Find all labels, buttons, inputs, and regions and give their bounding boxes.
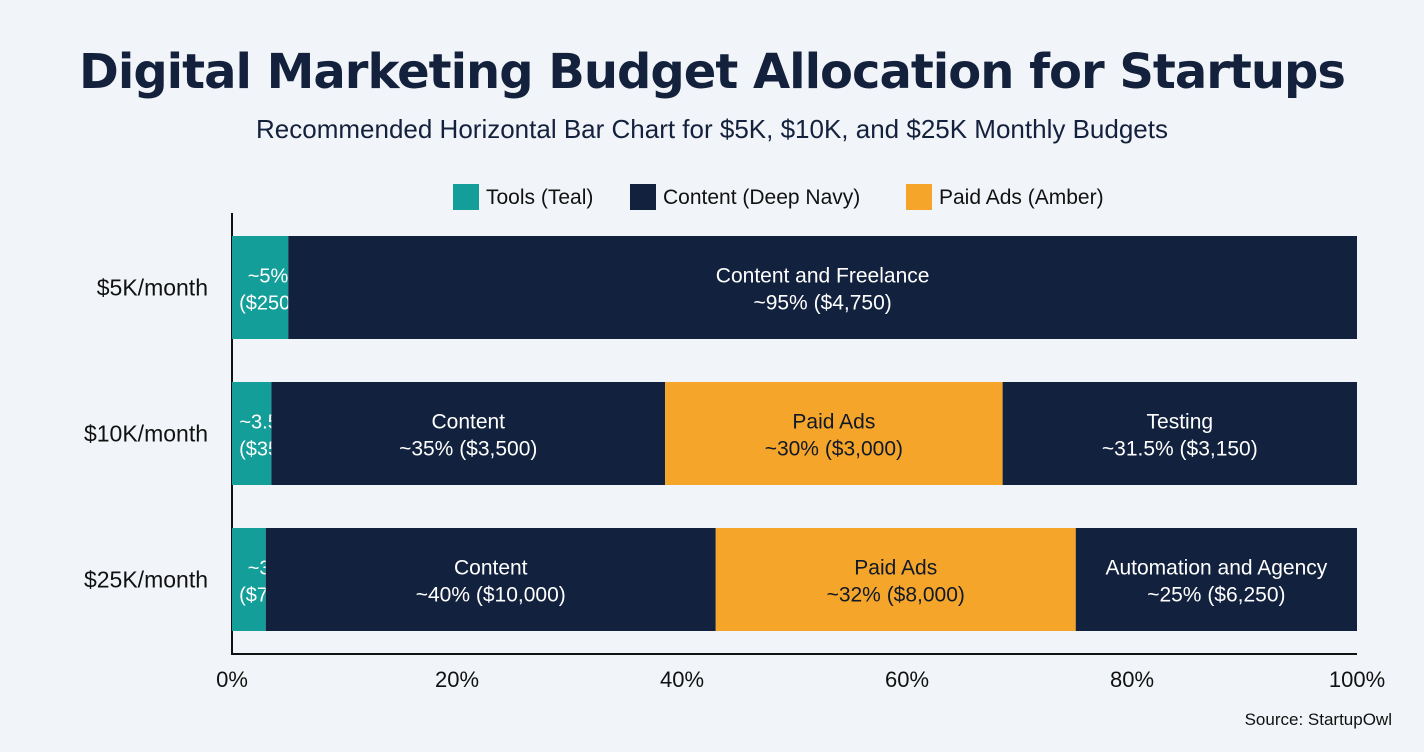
x-tick-label: 80% [1110,667,1154,692]
legend-label: Paid Ads (Amber) [939,186,1104,209]
bar-segment [1075,528,1357,631]
legend-label: Content (Deep Navy) [663,186,860,209]
data-label: Content [431,411,505,434]
bar-segment [265,528,716,631]
x-tick-label: 60% [885,667,929,692]
chart-title: Digital Marketing Budget Allocation for … [79,44,1346,100]
bar-segment [271,382,666,485]
category-label: $25K/month [84,567,208,593]
category-label: $10K/month [84,421,208,447]
x-tick-label: 100% [1329,667,1385,692]
category-label: $5K/month [97,275,208,301]
bar-segment [665,382,1003,485]
legend-swatch [630,184,656,210]
data-label: Content [454,557,528,580]
x-tick-label: 20% [435,667,479,692]
chart-subtitle: Recommended Horizontal Bar Chart for $5K… [256,114,1168,144]
data-label: ~35% ($3,500) [399,438,537,461]
data-label: ~31.5% ($3,150) [1102,438,1258,461]
data-label: Testing [1147,411,1214,434]
bar-segment [232,528,266,631]
legend-label: Tools (Teal) [486,186,593,209]
data-label: ($250) [239,293,297,315]
data-label: ~5% [248,266,289,288]
data-label: Paid Ads [854,557,937,580]
x-tick-label: 40% [660,667,704,692]
x-tick-label: 0% [216,667,248,692]
data-label: ~30% ($3,000) [765,438,903,461]
data-label: Paid Ads [792,411,875,434]
data-label: ~40% ($10,000) [416,584,566,607]
legend-swatch [906,184,932,210]
bar-segment [232,236,289,339]
legend-swatch [453,184,479,210]
bar-segment [232,382,272,485]
data-label: ~95% ($4,750) [753,292,891,315]
data-label: ~25% ($6,250) [1147,584,1285,607]
data-label: Content and Freelance [716,265,930,288]
data-label: ~32% ($8,000) [827,584,965,607]
bar-segment [715,528,1076,631]
data-label: Automation and Agency [1105,557,1327,580]
bar-segment [288,236,1357,339]
source-note: Source: StartupOwl [1244,710,1392,729]
bar-segment [1002,382,1357,485]
